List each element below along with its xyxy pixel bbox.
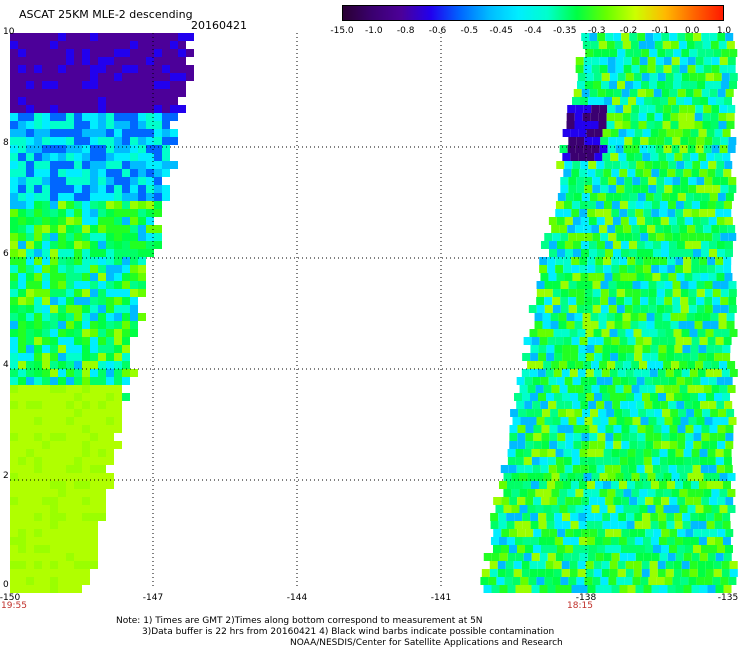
colorbar-label: -0.2 [619, 26, 638, 36]
colorbar [342, 5, 724, 21]
colorbar-label: -0.5 [460, 26, 479, 36]
time-label-left: 19:55 [1, 601, 27, 611]
colorbar-label: 0.0 [684, 26, 700, 36]
y-tick-6: 6 [3, 249, 9, 259]
map-date: 20160421 [191, 19, 247, 32]
y-tick-0: 0 [3, 580, 9, 590]
time-label-right: 18:15 [567, 601, 593, 611]
colorbar-label: -0.4 [524, 26, 542, 36]
x-tick-147: -147 [142, 593, 164, 603]
y-tick-4: 4 [3, 360, 9, 370]
y-tick-8: 8 [3, 138, 9, 148]
x-tick-144: -144 [286, 593, 308, 603]
colorbar-label: -1.0 [365, 26, 383, 36]
x-tick-150: -150 [0, 593, 21, 603]
y-tick-2: 2 [3, 471, 9, 481]
note-line-3: NOAA/NESDIS/Center for Satellite Applica… [290, 638, 563, 648]
colorbar-label: -0.6 [428, 26, 447, 36]
colorbar-label: 1.0 [716, 26, 732, 36]
x-tick-138: -138 [575, 593, 597, 603]
x-tick-135: -135 [717, 593, 739, 603]
colorbar-label: -0.45 [489, 26, 513, 36]
note-line-1: Note: 1) Times are GMT 2)Times along bot… [116, 616, 483, 626]
note-line-2: 3)Data buffer is 22 hrs from 20160421 4)… [142, 627, 555, 637]
colorbar-label: -0.35 [553, 26, 577, 36]
map-title: ASCAT 25KM MLE-2 descending [19, 8, 193, 21]
colorbar-label: -0.1 [651, 26, 670, 36]
colorbar-label: -15.0 [330, 26, 354, 36]
y-tick-10: 10 [3, 27, 15, 37]
colorbar-label: -0.3 [587, 26, 606, 36]
x-tick-141: -141 [430, 593, 452, 603]
colorbar-label: -0.8 [396, 26, 415, 36]
